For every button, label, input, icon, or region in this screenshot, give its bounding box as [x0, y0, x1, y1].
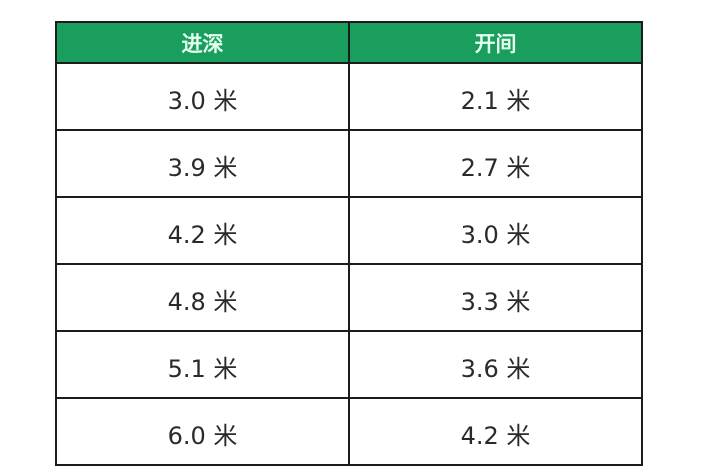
cell-width: 3.0 米: [348, 196, 643, 265]
header-depth: 进深: [55, 21, 350, 64]
cell-depth: 4.2 米: [55, 196, 350, 265]
cell-width: 2.1 米: [348, 62, 643, 131]
cell-depth: 3.9 米: [55, 129, 350, 198]
table-body: 3.0 米 2.1 米 3.9 米 2.7 米 4.2 米 3.0 米 4.8 米 3.3 米…: [55, 62, 643, 466]
cell-width: 2.7 米: [348, 129, 643, 198]
cell-width: 3.6 米: [348, 330, 643, 399]
table-row: 3.0 米 2.1 米: [55, 62, 643, 131]
cell-depth: 6.0 米: [55, 397, 350, 466]
cell-width: 3.3 米: [348, 263, 643, 332]
table-row: 3.9 米 2.7 米: [55, 129, 643, 198]
table-row: 6.0 米 4.2 米: [55, 397, 643, 466]
header-width: 开间: [348, 21, 643, 64]
header-row: 进深 开间: [55, 21, 643, 64]
table-row: 4.8 米 3.3 米: [55, 263, 643, 332]
cell-depth: 5.1 米: [55, 330, 350, 399]
cell-width: 4.2 米: [348, 397, 643, 466]
table-row: 4.2 米 3.0 米: [55, 196, 643, 265]
cell-depth: 4.8 米: [55, 263, 350, 332]
cell-depth: 3.0 米: [55, 62, 350, 131]
dimension-table: 进深 开间 3.0 米 2.1 米 3.9 米 2.7 米 4.2 米 3.0 米 4.8 …: [55, 21, 643, 466]
table-row: 5.1 米 3.6 米: [55, 330, 643, 399]
